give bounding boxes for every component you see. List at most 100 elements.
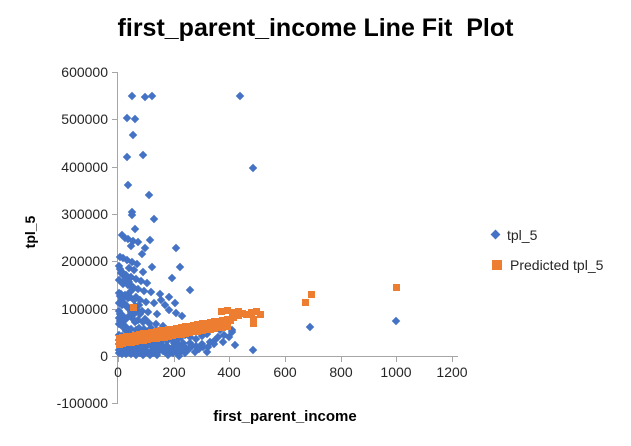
y-tick-label: 100000 bbox=[61, 301, 108, 317]
y-tick bbox=[112, 167, 118, 168]
y-tick bbox=[112, 72, 118, 73]
data-point-predicted bbox=[215, 318, 222, 325]
x-tick bbox=[452, 356, 453, 362]
data-point-predicted bbox=[250, 320, 257, 327]
data-point-predicted bbox=[230, 314, 237, 321]
data-point-predicted bbox=[169, 326, 176, 333]
data-point-predicted bbox=[161, 334, 168, 341]
data-point-predicted bbox=[257, 311, 264, 318]
x-tick-label: 800 bbox=[329, 364, 353, 380]
y-tick-label: 0 bbox=[100, 348, 108, 364]
data-point-predicted bbox=[136, 331, 143, 338]
legend-item-predicted-tpl5: Predicted tpl_5 bbox=[492, 256, 603, 273]
data-point-predicted bbox=[161, 327, 168, 334]
data-point-tpl5 bbox=[177, 311, 187, 321]
data-point-predicted bbox=[207, 326, 214, 333]
x-tick-label: 400 bbox=[217, 364, 241, 380]
y-tick-label: -100000 bbox=[56, 395, 108, 411]
data-point-predicted bbox=[128, 339, 135, 346]
data-point-predicted bbox=[219, 324, 226, 331]
legend: tpl_5 Predicted tpl_5 bbox=[490, 226, 603, 273]
data-point-predicted bbox=[153, 328, 160, 335]
x-tick-label: 600 bbox=[273, 364, 297, 380]
data-point-predicted bbox=[190, 328, 197, 335]
data-point-tpl5 bbox=[248, 163, 258, 173]
x-tick bbox=[229, 356, 230, 362]
data-point-predicted bbox=[218, 308, 225, 315]
data-point-predicted bbox=[123, 339, 130, 346]
data-point-predicted bbox=[224, 323, 231, 330]
x-tick-label: 0 bbox=[114, 364, 122, 380]
data-point-predicted bbox=[169, 332, 176, 339]
diamond-marker-icon bbox=[490, 229, 501, 240]
data-point-tpl5 bbox=[230, 340, 240, 350]
data-point-predicted bbox=[123, 333, 130, 340]
y-tick bbox=[112, 119, 118, 120]
data-point-predicted bbox=[219, 317, 226, 324]
data-point-predicted bbox=[248, 309, 255, 316]
y-tick bbox=[112, 261, 118, 262]
data-point-tpl5 bbox=[175, 262, 185, 272]
data-point-predicted bbox=[215, 324, 222, 331]
data-point-predicted bbox=[157, 327, 164, 334]
data-point-tpl5 bbox=[391, 316, 401, 326]
data-point-predicted bbox=[132, 338, 139, 345]
x-tick bbox=[285, 356, 286, 362]
data-point-predicted bbox=[157, 334, 164, 341]
data-point-predicted bbox=[203, 326, 210, 333]
y-tick-label: 500000 bbox=[61, 111, 108, 127]
data-point-predicted bbox=[136, 337, 143, 344]
data-point-predicted bbox=[140, 330, 147, 337]
data-point-predicted bbox=[186, 329, 193, 336]
data-point-tpl5 bbox=[167, 273, 177, 283]
data-point-predicted bbox=[194, 321, 201, 328]
data-point-tpl5 bbox=[170, 298, 180, 308]
legend-label: Predicted tpl_5 bbox=[510, 256, 604, 273]
data-point-predicted bbox=[194, 328, 201, 335]
y-tick-label: 200000 bbox=[61, 253, 108, 269]
data-point-predicted bbox=[211, 325, 218, 332]
data-point-tpl5 bbox=[171, 243, 181, 253]
data-point-predicted bbox=[235, 312, 242, 319]
data-point-predicted bbox=[250, 316, 257, 323]
y-tick bbox=[112, 356, 118, 357]
data-point-predicted bbox=[148, 335, 155, 342]
y-axis-line bbox=[117, 72, 118, 404]
data-point-predicted bbox=[140, 337, 147, 344]
data-point-predicted bbox=[173, 325, 180, 332]
data-point-predicted bbox=[302, 299, 309, 306]
chart-title: first_parent_income Line Fit Plot bbox=[117, 14, 514, 42]
data-point-predicted bbox=[199, 327, 206, 334]
data-point-predicted bbox=[178, 324, 185, 331]
data-point-predicted bbox=[186, 323, 193, 330]
data-point-predicted bbox=[203, 320, 210, 327]
x-tick-label: 200 bbox=[162, 364, 186, 380]
data-point-predicted bbox=[211, 318, 218, 325]
data-point-tpl5 bbox=[146, 287, 156, 297]
data-point-tpl5 bbox=[147, 91, 157, 101]
data-point-predicted bbox=[173, 331, 180, 338]
data-point-tpl5 bbox=[128, 130, 138, 140]
square-marker-icon bbox=[492, 259, 502, 270]
data-point-predicted bbox=[253, 308, 260, 315]
data-point-predicted bbox=[182, 323, 189, 330]
data-point-tpl5 bbox=[147, 262, 157, 272]
data-point-predicted bbox=[182, 330, 189, 337]
data-point-predicted bbox=[144, 330, 151, 337]
data-point-tpl5 bbox=[305, 322, 315, 332]
data-point-predicted bbox=[132, 332, 139, 339]
legend-item-tpl5: tpl_5 bbox=[490, 226, 603, 243]
data-point-predicted bbox=[243, 311, 250, 318]
y-tick bbox=[112, 214, 118, 215]
data-point-tpl5 bbox=[145, 235, 155, 245]
data-point-predicted bbox=[239, 310, 246, 317]
x-tick bbox=[396, 356, 397, 362]
data-point-predicted bbox=[393, 284, 400, 291]
data-point-tpl5 bbox=[235, 91, 245, 101]
data-point-predicted bbox=[178, 331, 185, 338]
x-tick bbox=[341, 356, 342, 362]
legend-label: tpl_5 bbox=[507, 226, 538, 243]
data-point-tpl5 bbox=[138, 150, 148, 160]
